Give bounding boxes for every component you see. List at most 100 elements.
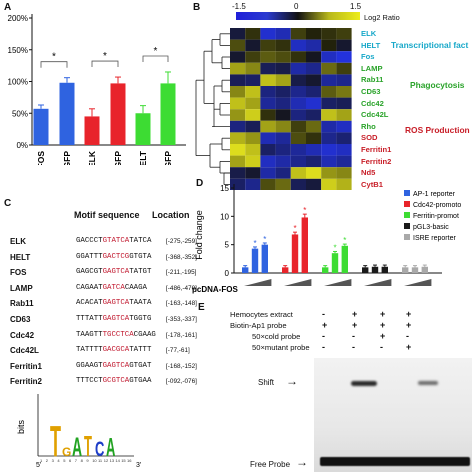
heatmap-cell — [230, 109, 246, 121]
heatmap-cell — [260, 62, 276, 75]
motif-core: GCGTCA — [102, 377, 130, 386]
heatmap-cell — [336, 51, 352, 63]
heatmap-cell — [245, 86, 261, 98]
motif-row: ELK GACCCTGTATCATATCA [-275,-259] — [10, 234, 218, 250]
heatmap-cell — [321, 109, 337, 121]
heatmap-gene-label: SOD — [361, 133, 378, 143]
heatmap-cell — [306, 39, 322, 52]
motif-core: GATCA — [102, 283, 125, 292]
panel-d-bar — [242, 267, 249, 273]
motif-location: [-77,-61] — [166, 347, 190, 355]
heatmap-cell — [336, 97, 352, 110]
logo-letter-t1: T — [50, 418, 61, 466]
motif-gene: Cdc42L — [10, 346, 39, 356]
heatmap-cell — [336, 62, 352, 75]
heatmap-cell — [321, 132, 337, 144]
panel-d-bar — [282, 267, 289, 273]
panel-d-significance-star: * — [263, 235, 266, 244]
heatmap-cell — [230, 120, 246, 133]
heatmap-gene-label: HELT — [361, 40, 381, 50]
legend-swatch — [404, 201, 410, 207]
panel-a-category-label: iGFP — [163, 151, 173, 165]
shift-band-lane4 — [418, 381, 438, 385]
logo-3prime: 3' — [136, 462, 141, 469]
heatmap-cell — [230, 155, 246, 168]
heatmap-cell — [336, 120, 352, 133]
heatmap-cell — [260, 86, 276, 98]
logo-position-tick: 10 — [92, 458, 97, 463]
scale-min: -1.5 — [232, 2, 246, 11]
panel-d-ytick-label: 5 — [225, 241, 230, 250]
dose-triangle — [404, 279, 432, 286]
heatmap-cell — [290, 51, 306, 63]
heatmap-gene-label: CD63 — [361, 86, 381, 96]
motif-sequence: TATTTTGACGCATATTT — [76, 346, 152, 355]
heatmap-gene-label: ELK — [361, 29, 377, 38]
panel-d-bars: * * * * * * — [242, 206, 428, 273]
motif-gene: Ferritin1 — [10, 361, 43, 371]
scale-label: Log2 Ratio — [364, 13, 400, 22]
motif-row: Cdc42 TAAGTTTGCCTCACGAAG [-178,-161] — [10, 328, 218, 344]
heatmap-cell — [275, 155, 291, 168]
heatmap-gene-labels: ELK HELT Fos LAMP Rab11 CD63 Cdc42 Cdc42L Rho SOD… — [361, 28, 391, 190]
emsa-lane-sign: + — [352, 320, 358, 330]
heatmap-cell — [230, 28, 246, 40]
emsa-lane-sign: - — [322, 342, 325, 352]
panel-d-ylabel: Fold change — [194, 210, 204, 260]
heatmap-cell — [230, 86, 246, 98]
heatmap-cell — [230, 178, 246, 190]
motif-row: Cdc42L TATTTTGACGCATATTT [-77,-61] — [10, 343, 218, 359]
heatmap-cell — [245, 39, 261, 52]
motif-core: GACGCA — [102, 346, 130, 355]
panel-d-significance-star: * — [333, 243, 336, 252]
emsa-lane-sign: + — [322, 320, 328, 330]
heatmap-cell — [321, 51, 337, 63]
heatmap-cell — [321, 62, 337, 75]
motif-row: LAMP CAGAATGATCACAAGA [-486,-470] — [10, 281, 218, 297]
legend-label: ISRE reporter — [413, 235, 456, 242]
heatmap-cell — [321, 167, 337, 179]
legend-swatch — [404, 223, 410, 229]
logo-position-tick: 7 — [75, 458, 78, 463]
heatmap-cell — [336, 167, 352, 179]
motif-location: [-211,-195] — [166, 269, 197, 277]
panel-label-b: B — [193, 2, 201, 13]
panel-a-bar — [160, 83, 176, 145]
heatmap-cell — [306, 178, 322, 190]
heatmap-cell — [260, 167, 276, 179]
shift-band-lane2 — [351, 381, 377, 386]
panel-a-category-label: iFOS — [36, 151, 46, 165]
motif-sequence: CAGAATGATCACAAGA — [76, 283, 147, 292]
heatmap-cell — [275, 97, 291, 110]
heatmap-cell — [230, 62, 246, 75]
panel-d-bar — [251, 248, 259, 273]
heatmap-cell — [290, 178, 306, 190]
heatmap-cell — [306, 62, 322, 75]
panel-a-ytick-label: 0% — [16, 141, 28, 150]
logo-position-tick: 15 — [121, 458, 126, 463]
heatmap-gene-label: Cdc42L — [361, 110, 389, 120]
logo-letters: T G A T C A — [50, 418, 115, 466]
heatmap-cell — [245, 51, 261, 63]
panel-a-significance-bracket — [142, 55, 169, 62]
heatmap-cell — [306, 51, 322, 63]
motif-table: ELK GACCCTGTATCATATCA [-275,-259] HELT GGATT… — [10, 234, 218, 390]
heatmap-cell — [306, 155, 322, 168]
panel-d-bar — [261, 244, 268, 273]
heatmap-gene-label: Rab11 — [361, 75, 384, 85]
panel-a-significance-star: * — [52, 52, 56, 63]
motif-core: TGCCTCA — [102, 330, 134, 339]
heatmap-cell — [336, 132, 352, 144]
motif-core: GACTCG — [102, 252, 130, 261]
emsa-lane-sign: - — [406, 331, 409, 341]
heatmap-cell — [290, 109, 306, 121]
heatmap-cell — [260, 120, 276, 133]
heatmap-cell — [275, 28, 291, 40]
logo-letter-a2: A — [106, 433, 115, 462]
panel-a-bar — [135, 113, 151, 145]
heatmap-cell — [290, 86, 306, 98]
emsa-lane-sign: + — [406, 342, 412, 352]
heatmap-cell — [260, 144, 276, 156]
panel-a-bar — [33, 108, 49, 145]
heatmap-cell — [306, 74, 322, 86]
